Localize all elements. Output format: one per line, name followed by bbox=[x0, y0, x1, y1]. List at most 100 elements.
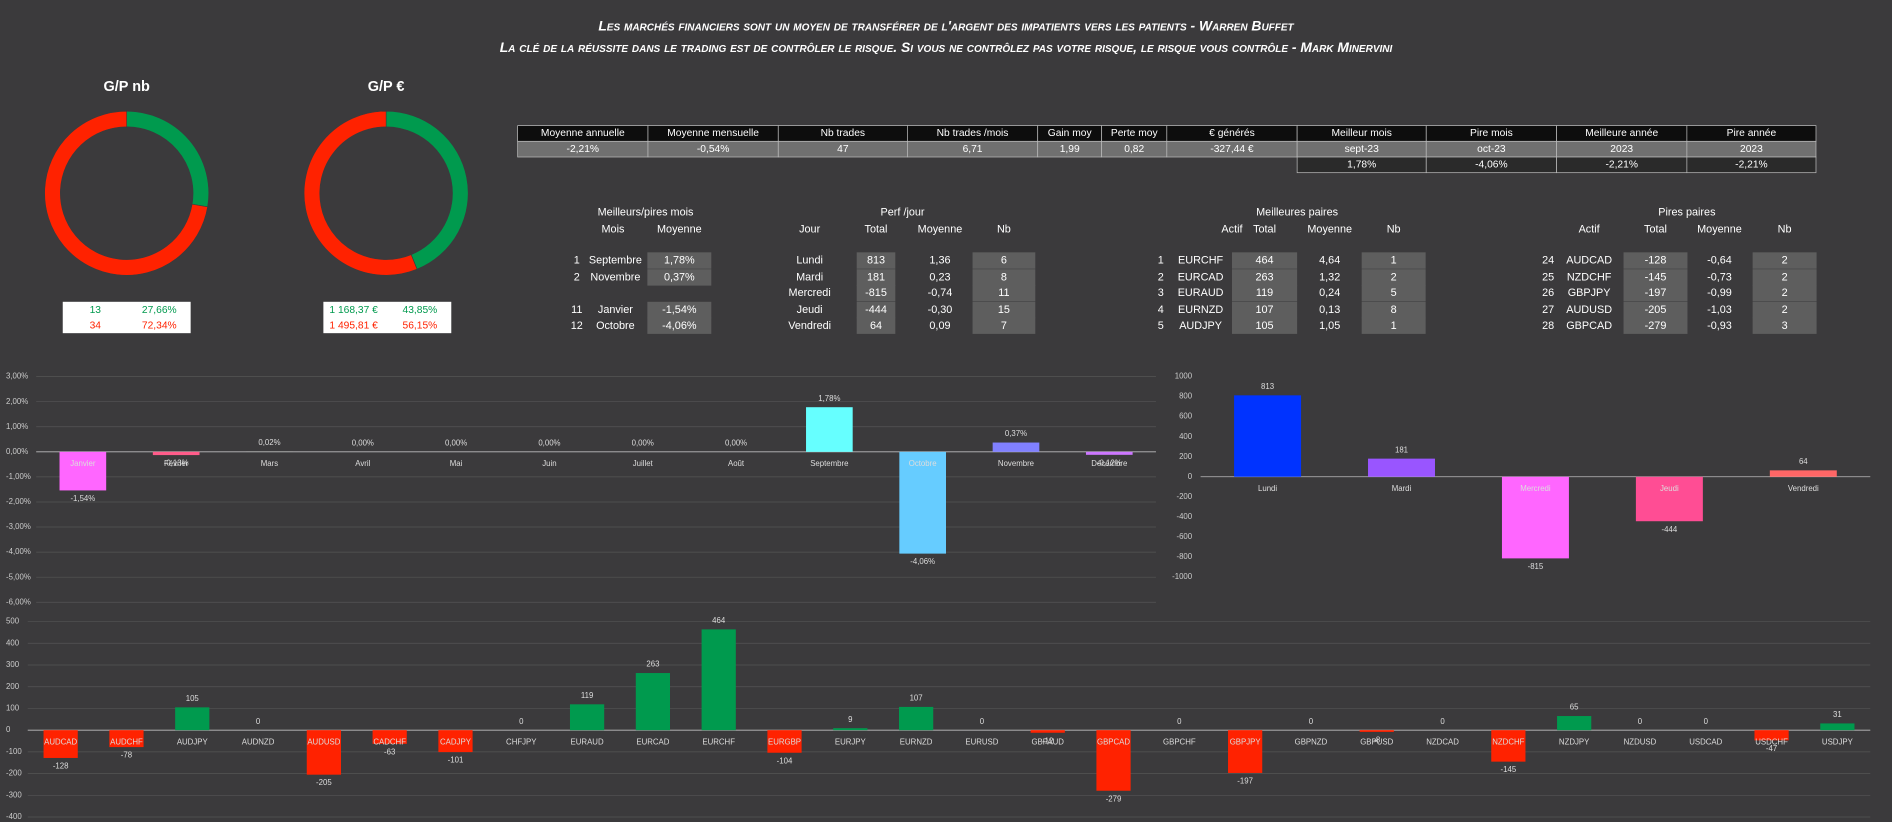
data-label: -0,13% bbox=[164, 459, 189, 468]
y-tick-label: -300 bbox=[6, 790, 22, 799]
table-cell: -279 bbox=[1645, 320, 1667, 332]
y-tick-label: -100 bbox=[6, 747, 22, 756]
table-cell: -145 bbox=[1645, 272, 1667, 284]
data-label: 119 bbox=[581, 691, 593, 700]
data-label: 0 bbox=[1177, 717, 1182, 726]
cell-text: 2023 bbox=[1740, 144, 1763, 155]
donut-segment bbox=[303, 110, 418, 276]
x-tick-label: GBPUSD bbox=[1360, 737, 1393, 746]
bar bbox=[1501, 476, 1569, 559]
table-cell: 3 bbox=[1158, 287, 1164, 299]
table-cell: -0,93 bbox=[1707, 320, 1732, 332]
cell-text: -327,44 € bbox=[1210, 144, 1254, 155]
table-cell: -0,73 bbox=[1707, 272, 1732, 284]
cell-box bbox=[856, 284, 896, 302]
table-cell: 11 bbox=[998, 287, 1009, 299]
header-text: Gain moy bbox=[1048, 128, 1093, 139]
cell-box bbox=[1752, 317, 1817, 334]
x-tick-label: Jeudi bbox=[1660, 484, 1679, 493]
x-tick-label: NZDCHF bbox=[1492, 737, 1524, 746]
table-cell: 105 bbox=[1256, 320, 1274, 332]
table-cell: 1,32 bbox=[1319, 272, 1340, 284]
table-cell: 0,23 bbox=[929, 272, 950, 284]
cell-box bbox=[1752, 252, 1817, 269]
legend-label: 1 495,81 € bbox=[329, 321, 378, 332]
quote: La clé de la réussite dans le trading es… bbox=[500, 39, 1393, 55]
table-cell: -1,54% bbox=[662, 304, 697, 316]
cell-box bbox=[1623, 317, 1688, 334]
legend-label: 1 168,37 € bbox=[329, 305, 378, 316]
x-tick-label: USDCAD bbox=[1689, 737, 1722, 746]
data-label: 0,00% bbox=[538, 438, 560, 447]
bar bbox=[438, 730, 473, 753]
table-cell: 2 bbox=[1391, 272, 1397, 284]
y-tick-label: 200 bbox=[1179, 452, 1193, 461]
data-label: 9 bbox=[848, 715, 852, 724]
cell-box bbox=[1752, 269, 1817, 286]
table-cell: 2 bbox=[1782, 255, 1788, 267]
y-tick-label: -2,00% bbox=[6, 497, 31, 506]
bar bbox=[992, 442, 1040, 452]
x-tick-label: Septembre bbox=[810, 459, 848, 468]
bar bbox=[1635, 476, 1703, 522]
bar bbox=[767, 730, 802, 753]
bar bbox=[1754, 730, 1789, 741]
cell-box bbox=[647, 252, 712, 269]
x-tick-label: Mars bbox=[261, 459, 278, 468]
x-tick-label: Mardi bbox=[1392, 484, 1412, 493]
cell-box bbox=[972, 269, 1036, 286]
header-text: Pire mois bbox=[1470, 128, 1513, 139]
table-header: Actif bbox=[1579, 223, 1601, 235]
header-text: Pire année bbox=[1727, 128, 1777, 139]
cell-box bbox=[972, 317, 1036, 334]
table-cell: NZDCHF bbox=[1567, 272, 1612, 284]
bar bbox=[1030, 730, 1065, 733]
cell-box bbox=[856, 301, 896, 319]
table-cell: 64 bbox=[870, 320, 882, 332]
table-cell: 3 bbox=[1782, 320, 1788, 332]
table-cell: EURAUD bbox=[1178, 287, 1224, 299]
cell-box bbox=[647, 301, 712, 319]
table-cell: 1 bbox=[574, 255, 580, 267]
table-cell: -205 bbox=[1645, 304, 1667, 316]
table-cell: EURCHF bbox=[1178, 255, 1224, 267]
table-cell: 6 bbox=[1001, 255, 1007, 267]
x-tick-label: Vendredi bbox=[1788, 484, 1819, 493]
cell-text: sept-23 bbox=[1345, 144, 1379, 155]
table-cell: 26 bbox=[1542, 287, 1554, 299]
quote: Les marchés financiers sont un moyen de … bbox=[598, 17, 1294, 33]
header-text: Meilleure année bbox=[1585, 128, 1658, 139]
data-label: -12 bbox=[1042, 736, 1053, 745]
y-tick-label: 500 bbox=[6, 617, 20, 626]
y-tick-label: -200 bbox=[1176, 492, 1192, 501]
x-tick-label: Janvier bbox=[70, 459, 96, 468]
y-tick-label: 200 bbox=[6, 682, 20, 691]
cell-box bbox=[1231, 269, 1298, 286]
table-cell: 4,64 bbox=[1319, 255, 1340, 267]
table-cell: GBPCAD bbox=[1566, 320, 1612, 332]
cell-text: 6,71 bbox=[963, 144, 983, 155]
header-text: Nb trades bbox=[821, 128, 865, 139]
data-label: 0,00% bbox=[445, 438, 467, 447]
cell-box bbox=[1623, 301, 1688, 319]
legend-box bbox=[323, 301, 452, 334]
table-cell: -128 bbox=[1645, 255, 1667, 267]
table-cell: 0,24 bbox=[1319, 287, 1340, 299]
x-tick-label: GBPCHF bbox=[1163, 737, 1196, 746]
cell-box bbox=[856, 269, 896, 286]
table-cell: 4 bbox=[1158, 304, 1164, 316]
cell-text: 1,78% bbox=[1347, 160, 1376, 171]
x-tick-label: EURCAD bbox=[636, 737, 669, 746]
y-tick-label: -400 bbox=[6, 812, 22, 821]
data-label: 65 bbox=[1570, 703, 1579, 712]
cell-box bbox=[1231, 284, 1298, 302]
cell-box bbox=[1623, 284, 1688, 302]
table-cell: -4,06% bbox=[662, 320, 697, 332]
cell-text: 0,82 bbox=[1124, 144, 1144, 155]
cell-box bbox=[647, 317, 712, 334]
table-cell: 11 bbox=[571, 304, 582, 316]
data-label: -63 bbox=[384, 747, 396, 756]
data-label: -1,54% bbox=[70, 494, 95, 503]
x-tick-label: GBPAUD bbox=[1031, 737, 1064, 746]
